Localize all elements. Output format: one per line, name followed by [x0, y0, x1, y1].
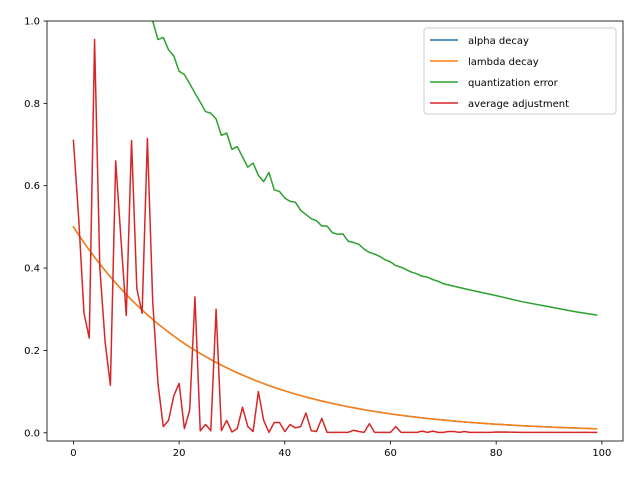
x-tick-label-60: 60	[384, 448, 397, 459]
y-tick-label-0-8: 0.8	[24, 99, 40, 110]
y-axis: 0.0 0.2 0.4 0.6 0.8 1.0	[24, 17, 47, 439]
x-tick-label-20: 20	[173, 448, 186, 459]
legend-label-alpha-decay: alpha decay	[468, 36, 529, 47]
legend-item-alpha-decay: alpha decay	[430, 36, 529, 47]
x-axis: 0 20 40 60 80 100	[70, 441, 611, 459]
plot-frame	[46, 20, 624, 442]
x-tick-label-100: 100	[592, 448, 611, 459]
y-tick-label-0-2: 0.2	[24, 346, 40, 357]
legend-label-average-adjustment: average adjustment	[468, 99, 569, 110]
x-tick-label-80: 80	[490, 448, 503, 459]
series-line-quantization-error	[151, 21, 598, 316]
series-layer	[72, 21, 598, 434]
y-tick-label-0-0: 0.0	[24, 428, 40, 439]
legend-item-average-adjustment: average adjustment	[430, 99, 569, 110]
y-tick-label-0-4: 0.4	[24, 264, 40, 275]
x-tick-label-40: 40	[278, 448, 291, 459]
y-tick-label-0-6: 0.6	[24, 181, 40, 192]
legend: alpha decay lambda decay quantization er…	[423, 27, 617, 115]
y-tick-label-1-0: 1.0	[24, 17, 40, 28]
x-tick-label-0: 0	[70, 448, 76, 459]
legend-item-quantization-error: quantization error	[430, 78, 559, 89]
legend-box	[423, 27, 617, 115]
legend-label-lambda-decay: lambda decay	[468, 57, 539, 68]
series-line-lambda-decay	[72, 225, 598, 430]
legend-item-lambda-decay: lambda decay	[430, 57, 539, 68]
legend-label-quantization-error: quantization error	[468, 78, 559, 89]
series-line-average-adjustment	[72, 38, 598, 434]
